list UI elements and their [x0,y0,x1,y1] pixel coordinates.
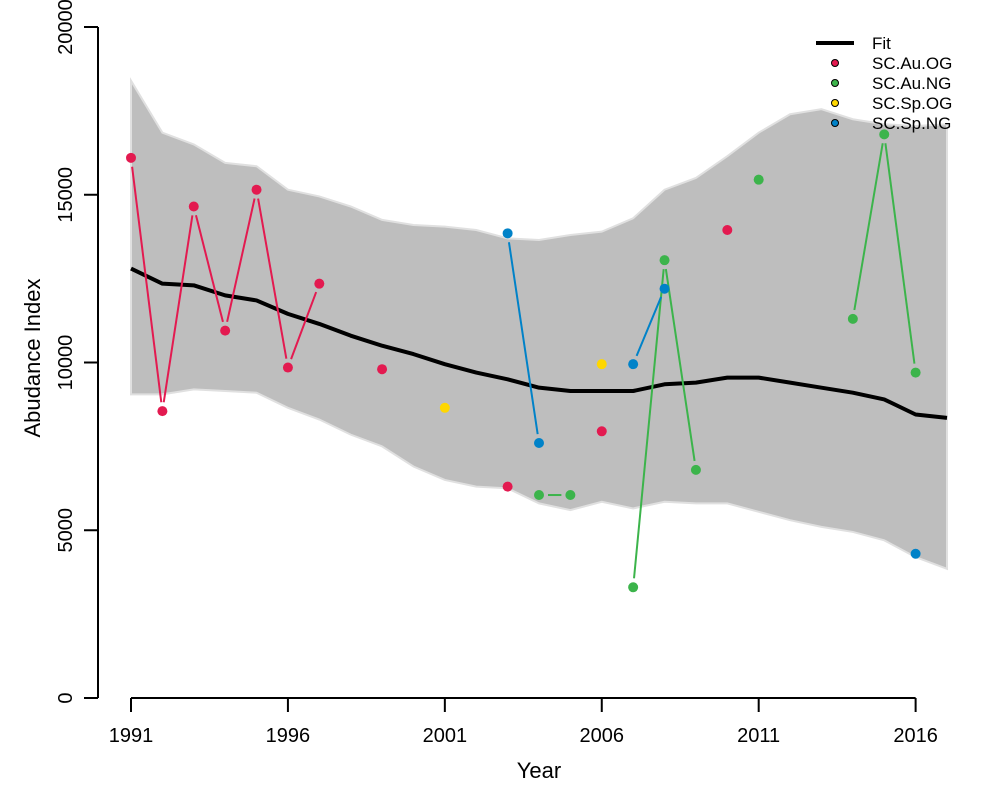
series-segment [507,242,539,435]
data-point [251,184,262,195]
series-segment [664,268,696,462]
legend-swatch [831,59,839,67]
legend-label: SC.Au.NG [872,74,951,93]
series-sc-au-og [126,152,733,492]
data-point [314,278,325,289]
data-point [282,362,293,373]
x-tick-label: 2006 [580,725,625,747]
data-point [659,255,670,266]
x-tick-label: 1991 [109,725,154,747]
series-segment [884,143,916,364]
legend-swatch [831,79,839,87]
series-segment [633,269,665,579]
legend-label: Fit [872,34,891,53]
legend-swatch [831,119,839,127]
data-point [502,228,513,239]
y-tick-label: 0 [55,692,77,703]
data-point [628,582,639,593]
data-point [220,325,231,336]
fit-line-layer [130,266,948,420]
data-point [157,406,168,417]
data-point [565,490,576,501]
y-tick-label: 15000 [55,167,77,223]
series-segment [162,215,194,403]
data-point [659,283,670,294]
data-point [722,224,733,235]
x-tick-label: 1996 [266,725,311,747]
y-tick-label: 10000 [55,335,77,391]
data-point [879,129,890,140]
series-segment [290,291,318,360]
fit-line [130,266,948,420]
y-axis-label: Abudance Index [20,278,45,437]
series-sc-au-ng [534,129,921,593]
y-tick-label: 5000 [55,508,77,553]
data-point [753,174,764,185]
confidence-band [130,77,948,571]
series-segment [195,214,224,323]
data-point [534,438,544,449]
data-point [502,481,513,492]
data-point [628,359,639,370]
x-tick-label: 2016 [893,725,938,747]
data-point [910,367,921,378]
series-segment [226,198,256,323]
data-point [690,464,701,475]
legend-label: SC.Au.OG [872,54,952,73]
x-axis-label: Year [517,758,561,783]
series-sc-sp-ng [502,228,921,559]
x-tick-label: 2001 [423,725,468,747]
legend-swatch [831,99,839,107]
series-segment [257,198,288,359]
data-point [596,426,607,437]
series-segment [635,296,663,357]
data-point [847,313,858,324]
series-sc-sp-og [439,359,607,413]
data-point [534,490,544,501]
legend-label: SC.Sp.OG [872,94,952,113]
y-tick-label: 20000 [55,0,77,55]
confidence-band-layer [130,77,948,571]
series-segment [853,143,884,311]
axes-layer: 1991 1996 2001 2006 2011 2016 0 5000 10000 15000 2… [55,0,938,747]
data-point [596,359,607,370]
series-segment [131,166,163,403]
data-point [377,364,388,375]
data-point [188,201,199,212]
legend-label: SC.Sp.NG [872,114,951,133]
data-point [910,548,921,559]
data-point [126,152,136,163]
data-point [439,402,450,413]
series-layer [126,129,921,593]
x-tick-label: 2011 [737,725,780,747]
